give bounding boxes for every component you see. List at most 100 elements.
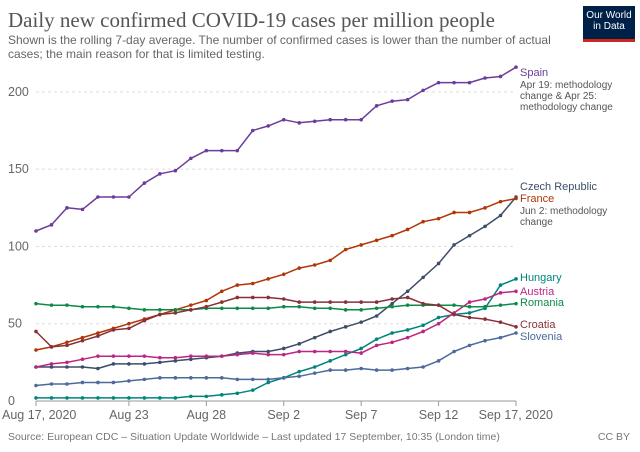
data-point[interactable] [266,306,271,311]
data-point[interactable] [374,343,379,348]
data-point[interactable] [281,346,286,351]
data-point[interactable] [235,377,240,382]
data-point[interactable] [514,65,518,69]
data-point[interactable] [235,352,240,357]
data-point[interactable] [235,283,240,287]
data-point[interactable] [498,320,503,324]
data-point[interactable] [390,99,394,103]
data-point[interactable] [235,391,240,396]
data-point[interactable] [343,117,348,122]
data-point[interactable] [312,371,317,375]
data-point[interactable] [467,315,472,320]
data-point[interactable] [80,396,85,400]
data-point[interactable] [297,121,302,125]
data-point[interactable] [34,229,38,233]
data-point[interactable] [220,148,224,153]
data-point[interactable] [390,233,394,238]
series-line[interactable] [35,290,517,368]
data-point[interactable] [158,376,162,380]
data-point[interactable] [405,366,410,371]
data-point[interactable] [96,366,100,371]
series-label[interactable]: France [520,193,554,205]
data-point[interactable] [235,295,240,300]
data-point[interactable] [483,224,487,229]
data-point[interactable] [498,213,503,218]
data-point[interactable] [436,359,441,363]
data-point[interactable] [204,394,209,399]
data-point[interactable] [359,308,363,312]
data-point[interactable] [127,326,131,331]
series-label[interactable]: Hungary [520,272,562,284]
data-point[interactable] [467,300,472,304]
data-point[interactable] [390,368,394,372]
data-point[interactable] [312,365,317,369]
data-point[interactable] [173,376,178,380]
series-label[interactable]: Romania [520,297,565,309]
data-point[interactable] [80,380,85,385]
data-point[interactable] [142,181,147,185]
data-point[interactable] [189,308,193,312]
data-point[interactable] [189,394,193,399]
data-point[interactable] [359,300,363,304]
data-point[interactable] [204,298,209,303]
series-romania[interactable] [34,301,518,312]
data-point[interactable] [142,396,147,400]
data-point[interactable] [158,312,162,317]
data-point[interactable] [436,315,441,320]
data-point[interactable] [250,295,255,300]
data-point[interactable] [111,396,116,400]
data-point[interactable] [204,376,209,380]
data-point[interactable] [96,331,100,335]
data-point[interactable] [111,380,116,385]
data-point[interactable] [34,396,38,400]
data-point[interactable] [127,354,131,358]
data-point[interactable] [173,168,178,173]
data-point[interactable] [65,206,69,210]
data-point[interactable] [483,317,487,321]
series-slovenia[interactable] [34,331,518,388]
data-point[interactable] [281,297,286,301]
data-point[interactable] [452,303,456,307]
data-point[interactable] [467,311,472,315]
data-point[interactable] [80,335,85,340]
data-point[interactable] [34,383,38,388]
data-point[interactable] [250,128,255,133]
data-point[interactable] [514,196,518,201]
series-hungary[interactable] [34,277,518,400]
owid-logo[interactable]: Our World in Data [583,6,635,42]
data-point[interactable] [111,304,116,309]
data-point[interactable] [359,117,363,122]
data-point[interactable] [483,76,487,80]
data-point[interactable] [142,318,147,323]
data-point[interactable] [343,352,348,357]
series-line[interactable] [36,278,517,399]
data-point[interactable] [266,295,271,300]
data-point[interactable] [250,306,255,311]
data-point[interactable] [127,321,131,326]
data-point[interactable] [312,119,317,124]
data-point[interactable] [390,304,394,309]
data-point[interactable] [65,396,69,400]
data-point[interactable] [421,219,425,224]
data-point[interactable] [250,281,255,286]
data-point[interactable] [514,289,518,294]
data-point[interactable] [173,359,178,363]
data-point[interactable] [96,195,100,199]
data-point[interactable] [359,346,363,351]
license-link[interactable]: CC BY [597,431,630,443]
data-point[interactable] [483,206,487,210]
data-point[interactable] [405,97,410,102]
data-point[interactable] [297,266,302,270]
data-point[interactable] [49,382,54,386]
data-point[interactable] [328,368,332,372]
data-point[interactable] [297,369,302,374]
data-point[interactable] [281,304,286,309]
data-point[interactable] [297,300,302,304]
data-point[interactable] [220,306,224,311]
data-point[interactable] [266,377,271,382]
data-point[interactable] [158,396,162,400]
data-point[interactable] [421,323,425,328]
data-point[interactable] [281,117,286,122]
series-croatia[interactable] [34,295,518,349]
data-point[interactable] [49,365,54,369]
